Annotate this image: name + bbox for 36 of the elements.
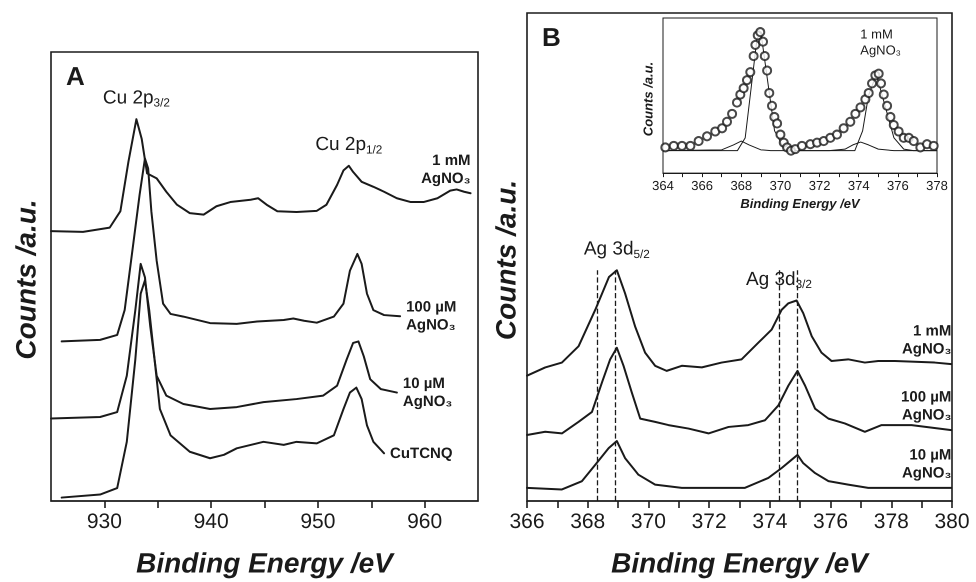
- x-tick-label: 378: [874, 510, 909, 533]
- x-axis-title: Binding Energy /eV: [740, 196, 861, 211]
- x-tick-label: 364: [652, 178, 674, 194]
- chart-title: B: [542, 22, 561, 52]
- annotation: 1 mM AgNO₃: [860, 26, 901, 58]
- x-tick-label: 950: [300, 510, 336, 533]
- x-tick-label: 960: [407, 510, 442, 533]
- x-tick-label: 368: [730, 178, 752, 194]
- x-tick-label: 366: [509, 510, 545, 533]
- x-tick-label: 376: [813, 510, 848, 533]
- x-tick-label: 940: [194, 510, 229, 533]
- x-tick-label: 370: [630, 510, 666, 533]
- series-label: 10 µM AgNO₃: [902, 446, 952, 482]
- x-tick-label: 368: [570, 510, 606, 533]
- x-tick-label: 376: [887, 178, 909, 194]
- y-axis-title: Counts /a.u.: [10, 199, 42, 360]
- chart-title: A: [66, 61, 85, 91]
- x-tick-label: 374: [848, 178, 870, 194]
- y-axis-title: Counts /a.u.: [640, 62, 656, 136]
- x-tick-label: 372: [692, 510, 727, 533]
- series-label: 1 mM AgNO₃: [421, 152, 471, 187]
- series-label: CuTCNQ: [390, 444, 453, 462]
- series-label: 100 µM AgNO₃: [901, 388, 952, 424]
- series-label: 100 µM AgNO₃: [406, 298, 456, 334]
- x-tick-label: 930: [86, 510, 122, 533]
- x-tick-label: 366: [691, 178, 713, 194]
- x-axis-title: Binding Energy /eV: [136, 548, 396, 578]
- x-axis-title: Binding Energy /eV: [611, 548, 870, 578]
- y-axis-title: Counts /a.u.: [490, 180, 522, 340]
- x-tick-label: 380: [934, 510, 970, 533]
- x-tick-label: 372: [808, 178, 830, 194]
- x-tick-label: 378: [926, 178, 948, 194]
- x-tick-label: 374: [752, 510, 788, 533]
- series-label: 1 mM AgNO₃: [902, 322, 952, 358]
- series-label: 10 µM AgNO₃: [402, 375, 452, 410]
- x-tick-label: 370: [770, 178, 792, 194]
